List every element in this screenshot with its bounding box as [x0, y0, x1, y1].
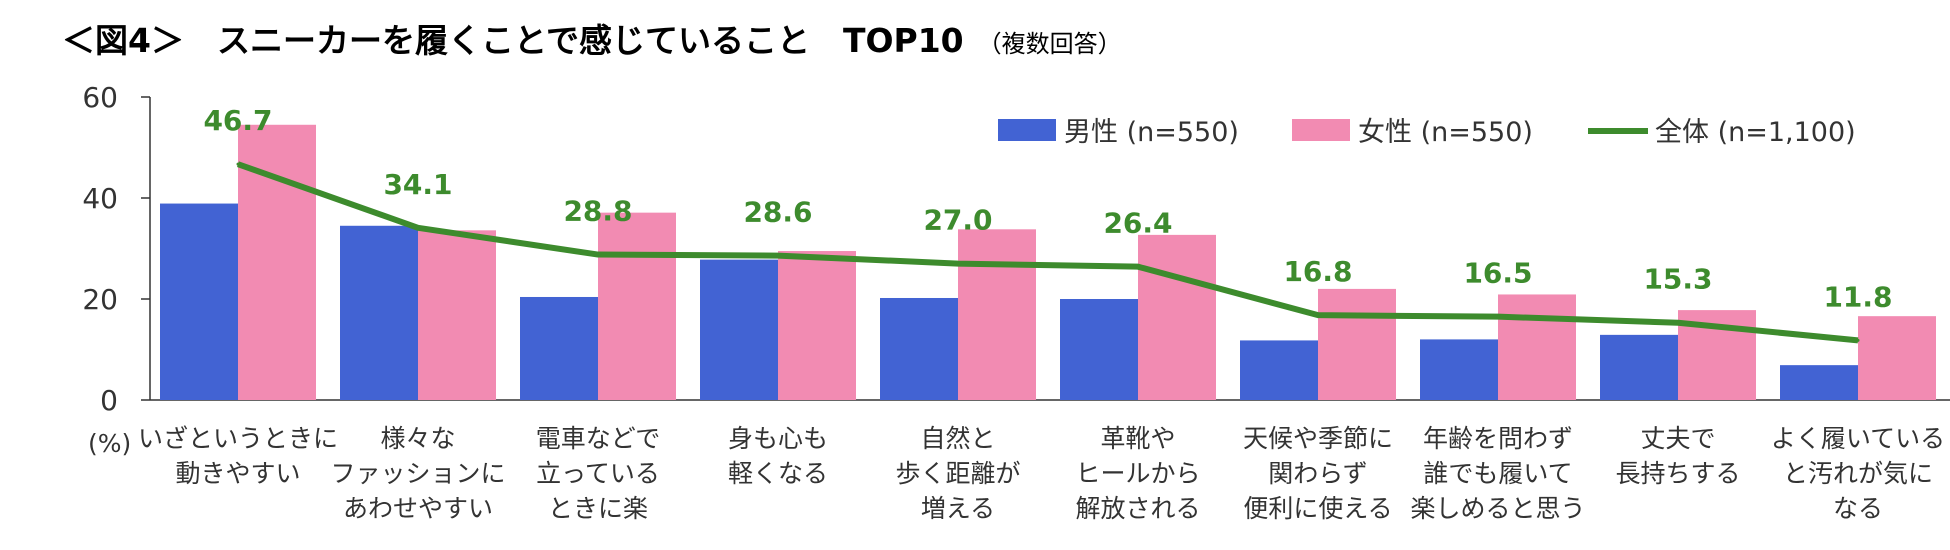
- x-category-label: 増える: [921, 494, 995, 523]
- total-point: [416, 226, 420, 230]
- legend-label-female: 女性 (n=550): [1358, 117, 1533, 148]
- total-point: [236, 162, 240, 166]
- total-point: [956, 262, 960, 266]
- total-data-label: 34.1: [383, 168, 452, 201]
- x-category-label: 身も心も: [728, 424, 828, 453]
- bar-female: [778, 251, 856, 400]
- x-category-label: 誰でも履いて: [1423, 459, 1572, 488]
- x-category-label: いざというときに: [138, 424, 338, 453]
- x-category-label: ファッションに: [330, 459, 505, 488]
- bar-female: [1138, 234, 1216, 400]
- total-point: [1856, 338, 1860, 342]
- legend-swatch-male: [998, 119, 1056, 141]
- x-category-label: 革靴や: [1100, 424, 1175, 453]
- total-series-line: [237, 161, 1859, 344]
- legend-label-total: 全体 (n=1,100): [1655, 117, 1856, 148]
- bar-male: [1420, 339, 1498, 400]
- bar-female: [1318, 288, 1396, 400]
- y-tick-label: 0: [100, 384, 118, 417]
- x-category-label: よく履いている: [1771, 424, 1945, 453]
- legend-label-male: 男性 (n=550): [1064, 117, 1239, 148]
- total-data-label: 11.8: [1823, 280, 1892, 313]
- x-category-label: 歩く距離が: [895, 459, 1020, 488]
- chart-subtitle: （複数回答）: [977, 30, 1122, 58]
- bar-male: [880, 297, 958, 400]
- y-tick-label: 40: [82, 182, 118, 215]
- bar-female: [418, 230, 496, 400]
- x-category-label: 年齢を問わず: [1423, 424, 1573, 453]
- x-category-label: 解放される: [1075, 494, 1200, 523]
- bar-female: [958, 229, 1036, 400]
- bar-male: [700, 259, 778, 400]
- x-category-label: 軽くなる: [728, 459, 828, 488]
- x-category-label: と汚れが気に: [1783, 459, 1933, 488]
- x-category-label: ときに楽: [548, 494, 648, 523]
- total-point: [1316, 313, 1320, 317]
- y-axis-unit-label: (%): [88, 429, 131, 458]
- x-category-label: 動きやすい: [175, 459, 300, 488]
- chart-title-text: ＜図4＞ スニーカーを履くことで感じていること TOP10: [62, 21, 964, 60]
- bar-male: [1060, 299, 1138, 400]
- total-data-label: 46.7: [203, 104, 272, 137]
- bar-female: [598, 212, 676, 400]
- total-data-label: 26.4: [1103, 207, 1172, 240]
- x-category-label: 電車などで: [536, 424, 661, 453]
- y-tick-label: 60: [82, 81, 118, 114]
- bar-male: [160, 203, 238, 400]
- bar-male: [1600, 334, 1678, 400]
- total-point: [596, 253, 600, 257]
- total-point: [776, 254, 780, 258]
- total-data-label: 28.8: [563, 195, 632, 228]
- total-data-label: 16.5: [1463, 257, 1532, 290]
- total-data-label: 16.8: [1283, 255, 1352, 288]
- bar-male: [1240, 340, 1318, 400]
- x-category-label: 天候や季節に: [1243, 424, 1393, 453]
- bar-female: [1498, 294, 1576, 400]
- bar-male: [1780, 365, 1858, 400]
- bar-female: [1858, 316, 1936, 400]
- x-category-label: あわせやすい: [343, 494, 493, 523]
- x-category-label: 立っている: [536, 459, 660, 488]
- x-category-label: 便利に使える: [1243, 494, 1392, 523]
- x-category-label: ヒールから: [1075, 459, 1200, 488]
- x-category-label: なる: [1833, 494, 1883, 523]
- x-category-label: 関わらず: [1268, 459, 1368, 488]
- total-point: [1496, 315, 1500, 319]
- x-category-label: 丈夫で: [1640, 424, 1715, 453]
- x-category-label: 自然と: [920, 424, 995, 453]
- bar-male: [340, 225, 418, 400]
- total-data-label: 15.3: [1643, 263, 1712, 296]
- total-point: [1136, 265, 1140, 269]
- total-data-label: 27.0: [923, 204, 992, 237]
- x-category-label: 長持ちする: [1615, 459, 1740, 488]
- bar-male: [520, 296, 598, 400]
- legend-swatch-female: [1292, 119, 1350, 141]
- x-category-label: 様々な: [380, 424, 455, 453]
- chart-title: ＜図4＞ スニーカーを履くことで感じていること TOP10 （複数回答）: [62, 14, 1122, 64]
- x-category-label: 楽しめると思う: [1410, 494, 1585, 523]
- total-point: [1676, 321, 1680, 325]
- y-tick-label: 20: [82, 283, 118, 316]
- total-data-label: 28.6: [743, 196, 812, 229]
